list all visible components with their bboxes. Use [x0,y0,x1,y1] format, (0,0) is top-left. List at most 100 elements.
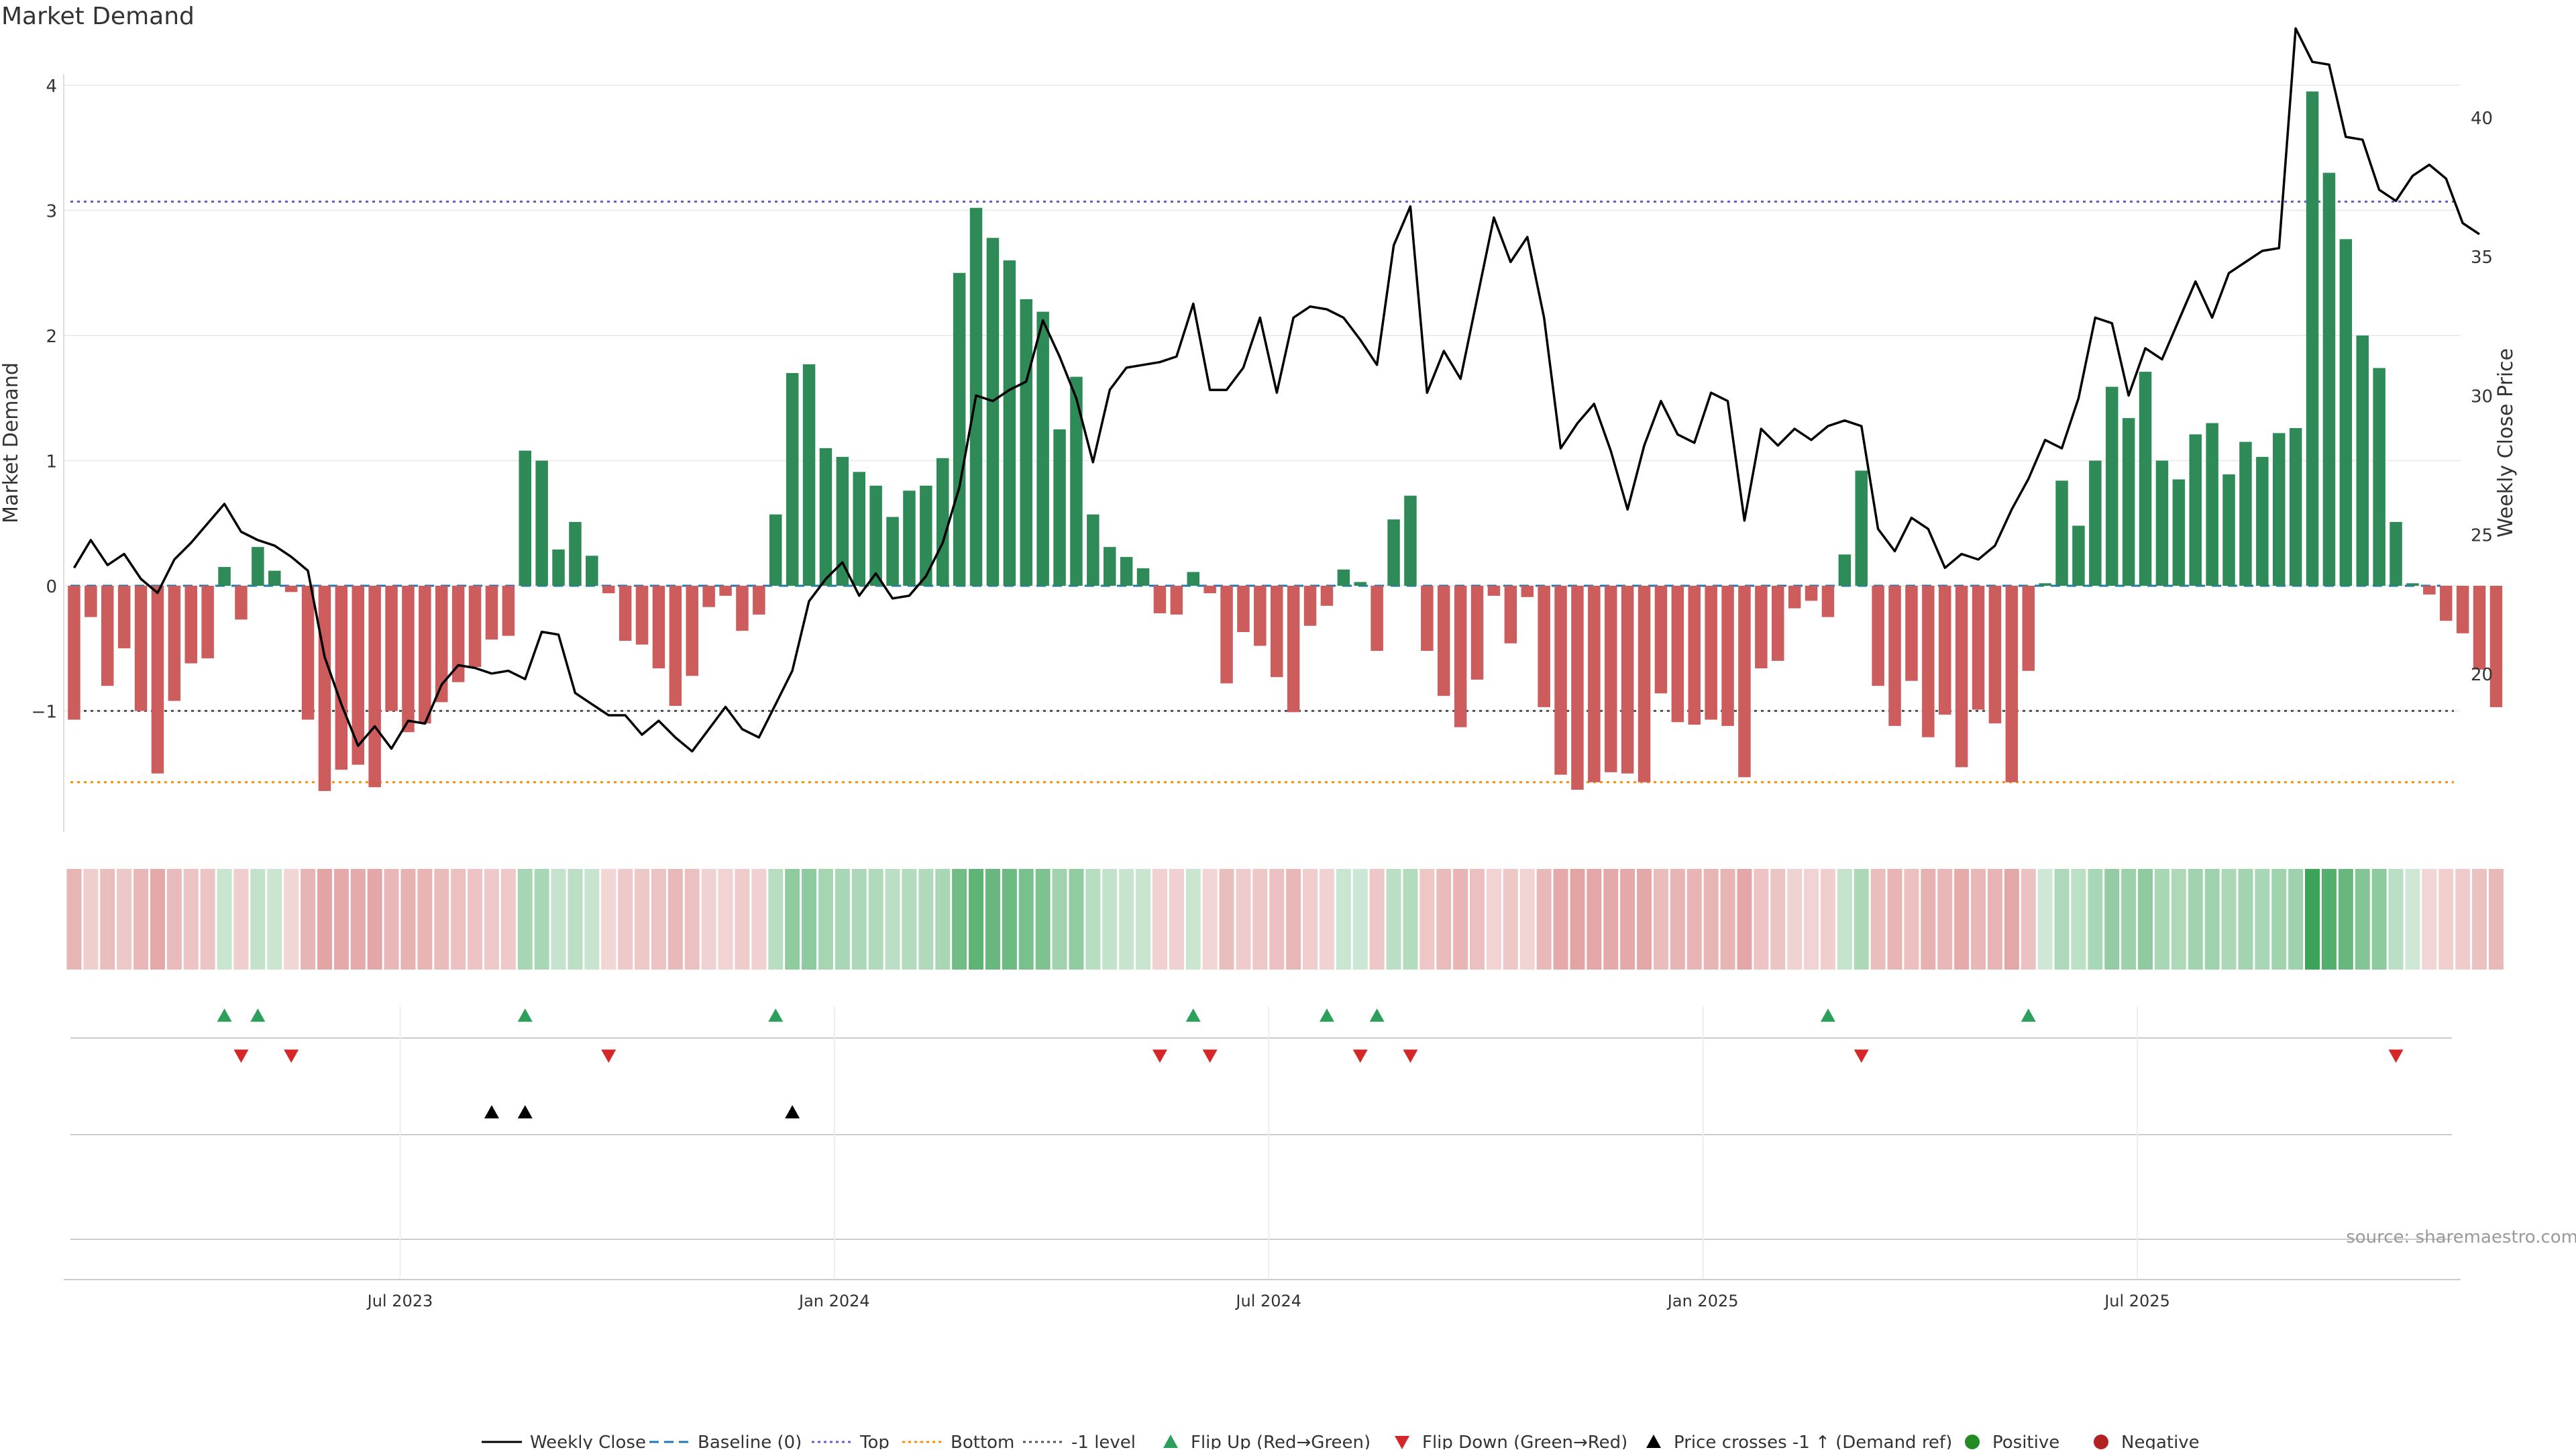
demand-bar [1688,586,1701,725]
demand-bar [602,586,615,594]
demand-strip-cell [651,869,666,970]
demand-bar [419,586,431,724]
flip-down-marker [1152,1049,1167,1063]
demand-bar [1454,586,1467,727]
legend-swatch [1646,1435,1661,1448]
demand-strip-cell [2088,869,2103,970]
demand-bar [1538,586,1550,707]
demand-strip-cell [718,869,733,970]
demand-bar [435,586,448,703]
demand-strip-cell [1002,869,1017,970]
demand-bar [1772,586,1784,661]
demand-bar [1621,586,1634,774]
demand-bar [1721,586,1734,726]
demand-strip-cell [2271,869,2287,970]
demand-bar [1337,569,1350,586]
demand-bar [1554,586,1567,775]
demand-strip-cell [1536,869,1552,970]
demand-bar [2306,91,2319,586]
demand-strip-cell [1637,869,1652,970]
x-tick-label: Jul 2025 [2103,1292,2170,1310]
flip-up-marker [517,1008,533,1022]
legend-swatch [1965,1435,1980,1449]
demand-strip-cell [918,869,934,970]
demand-strip-cell [83,869,99,970]
legend-swatch [2094,1435,2108,1449]
demand-bar [1036,311,1049,586]
y2-tick-label: 40 [2471,109,2493,129]
demand-bar [502,586,515,636]
demand-bar [1404,495,1417,586]
demand-strip-cell [150,869,165,970]
demand-bar [886,517,899,586]
demand-bar [2189,434,2202,586]
demand-bar [85,586,97,617]
demand-strip-cell [1603,869,1619,970]
demand-strip-cell [952,869,967,970]
demand-strip-cell [601,869,616,970]
demand-bar [2406,583,2419,586]
demand-strip-cell [551,869,566,970]
demand-strip-cell [969,869,984,970]
demand-strip-cell [1653,869,1668,970]
demand-strip-cell [2355,869,2370,970]
demand-strip-cell [1169,869,1184,970]
flip-up-marker [768,1008,784,1022]
demand-strip-cell [1686,869,1702,970]
demand-strip-cell [1837,869,1852,970]
demand-strip-cell [1987,869,2002,970]
demand-strip-cell [635,869,650,970]
demand-strip-cell [500,869,516,970]
demand-bar [301,586,315,720]
demand-strip-cell [2472,869,2487,970]
demand-bar [1888,586,1901,726]
legend-swatch [1163,1435,1178,1448]
demand-bar [385,586,398,711]
demand-strip-cell [1303,869,1318,970]
demand-bar [786,372,799,586]
demand-bar [1220,586,1233,684]
demand-bar [402,586,415,733]
demand-bar [1053,429,1066,586]
demand-bar [218,567,231,586]
demand-strip-cell [233,869,249,970]
demand-bar [1705,586,1717,720]
demand-strip-cell [935,869,951,970]
demand-strip-cell [1319,869,1334,970]
demand-strip-cell [1185,869,1201,970]
demand-strip-cell [2004,869,2019,970]
weekly-close-line [72,27,2480,753]
demand-strip-cell [835,869,850,970]
chart-title: Market Demand [1,3,195,30]
demand-bar [1203,586,1216,594]
demand-bar [2122,418,2135,586]
demand-strip-cell [484,869,499,970]
demand-bar [1187,572,1199,586]
demand-strip-cell [2171,869,2186,970]
demand-strip-cell [1804,869,1819,970]
demand-strip-cell [735,869,750,970]
demand-strip-cell [785,869,800,970]
demand-bar [1922,586,1935,737]
demand-bar [2339,239,2353,586]
demand-bar [1136,568,1150,586]
demand-bar [1487,586,1501,596]
demand-strip-cell [301,869,316,970]
demand-strip-cell [851,869,867,970]
demand-strip-cell [1286,869,1301,970]
demand-bar [2005,586,2019,782]
demand-strip-cell [1403,869,1418,970]
demand-bar [1738,586,1751,778]
demand-bar [920,485,932,586]
demand-strip-cell [1553,869,1568,970]
demand-strip-cell [434,869,449,970]
y-axis-label: Market Demand [0,362,23,523]
demand-strip-cell [1102,869,1118,970]
demand-bar [1654,586,1668,694]
demand-bar [2222,474,2235,586]
demand-strip-cell [284,869,299,970]
y-tick-label: 0 [46,577,57,597]
demand-strip-cell [367,869,382,970]
flip-up-marker [250,1008,266,1022]
